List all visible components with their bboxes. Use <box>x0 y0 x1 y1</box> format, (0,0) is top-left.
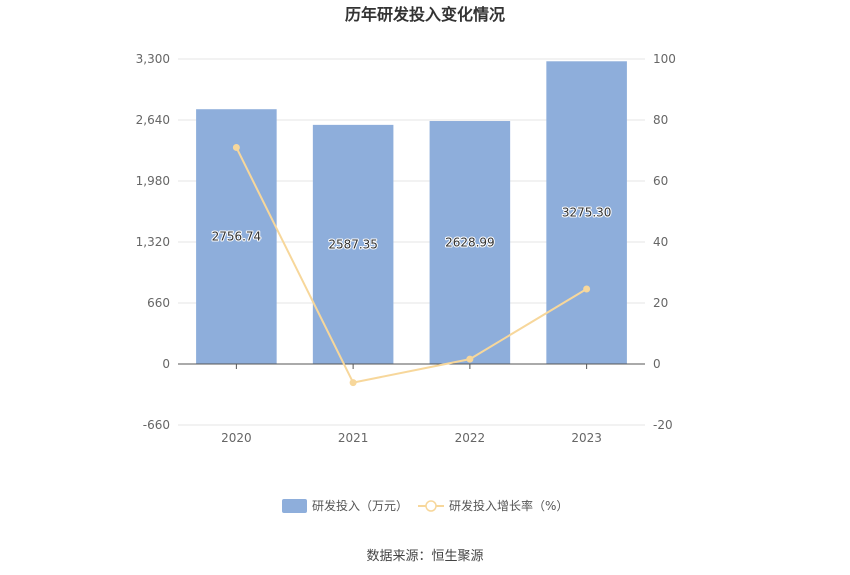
left-tick-label: 0 <box>162 357 170 371</box>
bar <box>429 121 511 364</box>
x-tick-label: 2023 <box>571 431 602 445</box>
left-tick-label: 3,300 <box>136 52 170 66</box>
legend-item-line[interactable]: 研发投入增长率（%） <box>418 498 568 513</box>
line-point <box>466 355 474 363</box>
legend-bar-swatch <box>282 499 307 513</box>
legend-line-marker <box>425 500 437 512</box>
bar-data-label: 2628.99 <box>445 236 495 250</box>
right-axis-ticks: -20 0 20 40 60 80 100 <box>653 52 676 432</box>
left-tick-label: 1,980 <box>136 174 170 188</box>
left-tick-label: 1,320 <box>136 235 170 249</box>
bar-data-label: 3275.30 <box>562 206 612 220</box>
bar <box>312 124 394 364</box>
line-point <box>349 379 357 387</box>
line-series <box>232 143 591 387</box>
x-tick-label: 2021 <box>338 431 369 445</box>
bar <box>196 109 277 365</box>
line-point <box>232 143 240 151</box>
right-tick-label: 80 <box>653 113 668 127</box>
x-axis-ticks: 2020 2021 2022 2023 <box>221 364 602 445</box>
left-axis-ticks: -660 0 660 1,320 1,980 2,640 3,300 <box>136 52 170 432</box>
growth-line <box>235 147 588 384</box>
bar <box>546 61 627 365</box>
line-point <box>583 285 591 293</box>
left-tick-label: 660 <box>147 296 170 310</box>
source-note: 数据来源：恒生聚源 <box>366 549 483 564</box>
left-tick-label: -660 <box>143 418 170 432</box>
bar-data-labels: 2756.74 2587.35 2628.99 3275.30 <box>211 205 613 253</box>
chart-title: 历年研发投入变化情况 <box>345 5 505 24</box>
bar-data-label: 2587.35 <box>328 237 378 251</box>
legend-item-bar[interactable]: 研发投入（万元） <box>282 498 408 513</box>
right-tick-label: 60 <box>653 174 668 188</box>
left-tick-label: 2,640 <box>136 113 170 127</box>
bar-series <box>196 61 627 365</box>
x-tick-label: 2020 <box>221 431 252 445</box>
right-tick-label: 20 <box>653 296 668 310</box>
x-tick-label: 2022 <box>455 431 486 445</box>
right-tick-label: 40 <box>653 235 668 249</box>
legend: 研发投入（万元） 研发投入增长率（%） <box>282 498 568 513</box>
legend-line-label: 研发投入增长率（%） <box>449 498 568 513</box>
right-tick-label: 100 <box>653 52 676 66</box>
right-tick-label: -20 <box>653 418 673 432</box>
bar-data-label: 2756.74 <box>212 230 262 244</box>
right-tick-label: 0 <box>653 357 661 371</box>
legend-bar-label: 研发投入（万元） <box>312 498 408 513</box>
